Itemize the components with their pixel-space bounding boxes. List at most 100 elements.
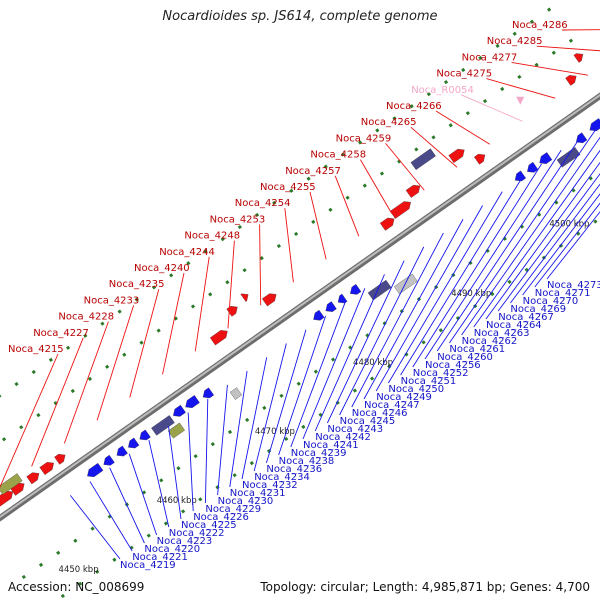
scale-label: 4460 kbp bbox=[157, 496, 197, 506]
gene-label-noca_4258: Noca_4258 bbox=[310, 150, 366, 161]
reverse-gene-arrow bbox=[116, 445, 128, 457]
label-leader bbox=[162, 272, 185, 375]
gene-label-noca_4266: Noca_4266 bbox=[386, 101, 442, 112]
tick-dot bbox=[208, 292, 213, 297]
label-leader bbox=[284, 208, 294, 283]
gene-block bbox=[556, 147, 581, 168]
gene-label-noca_4251: Noca_4251 bbox=[401, 376, 457, 387]
tick-dot bbox=[414, 147, 419, 152]
rna-marker bbox=[516, 96, 525, 105]
label-leader bbox=[436, 136, 582, 352]
label-leader bbox=[63, 321, 109, 444]
tick-dot bbox=[485, 248, 490, 253]
label-leader bbox=[388, 191, 503, 384]
gene-label-noca_4245: Noca_4245 bbox=[340, 416, 396, 427]
reverse-gene-arrow bbox=[313, 309, 325, 321]
label-leader bbox=[89, 481, 133, 552]
label-leader bbox=[485, 161, 600, 320]
tick-dot bbox=[345, 195, 350, 200]
label-leader bbox=[339, 246, 425, 416]
genome-summary-text: Topology: circular; Length: 4,985,871 bp… bbox=[260, 580, 590, 594]
tick-dot bbox=[31, 369, 36, 375]
tick-dot bbox=[311, 219, 316, 224]
gene-label-noca_4232: Noca_4232 bbox=[242, 480, 298, 491]
tick-dot bbox=[362, 183, 367, 188]
gene-label-noca_4267: Noca_4267 bbox=[498, 312, 554, 323]
forward-gene-arrow bbox=[389, 201, 411, 219]
tick-dot bbox=[495, 43, 500, 48]
gene-label-noca_4257: Noca_4257 bbox=[285, 166, 341, 177]
gene-label-noca_4260: Noca_4260 bbox=[437, 352, 493, 363]
gene-label-noca_4230: Noca_4230 bbox=[218, 496, 274, 507]
gene-block bbox=[367, 279, 392, 301]
map-title: Nocardioides sp. JS614, complete genome bbox=[162, 9, 438, 24]
gene-label-noca_4259: Noca_4259 bbox=[336, 133, 392, 144]
gene-label-noca_4225: Noca_4225 bbox=[181, 520, 237, 531]
tick-dot bbox=[156, 328, 161, 333]
forward-gene-arrow bbox=[54, 454, 66, 465]
tick-dot bbox=[461, 67, 466, 73]
reverse-gene-arrow bbox=[185, 395, 200, 409]
tick-dot bbox=[507, 279, 512, 285]
scale-label: 4470 kbp bbox=[255, 427, 295, 437]
tick-dot bbox=[215, 485, 220, 490]
tick-dot bbox=[478, 55, 483, 61]
forward-gene-arrow bbox=[209, 330, 228, 346]
label-leader bbox=[109, 467, 145, 544]
gene-label-noca_4240: Noca_4240 bbox=[134, 263, 190, 274]
gene-label-noca_4254: Noca_4254 bbox=[235, 198, 291, 209]
tick-dot bbox=[122, 352, 127, 357]
tick-dot bbox=[66, 345, 71, 350]
gene-label-noca_4263: Noca_4263 bbox=[474, 328, 530, 339]
gene-block bbox=[410, 148, 436, 171]
tick-dot bbox=[14, 381, 19, 387]
tick-dot bbox=[146, 533, 151, 538]
tick-dot bbox=[431, 135, 436, 140]
forward-gene-arrow bbox=[240, 293, 249, 302]
tick-dot bbox=[352, 388, 358, 393]
tick-dot bbox=[242, 268, 247, 273]
tick-dot bbox=[254, 212, 260, 218]
tick-dot bbox=[330, 357, 336, 362]
label-leader bbox=[129, 289, 160, 398]
tick-dot bbox=[438, 328, 443, 333]
tick-dot bbox=[426, 92, 431, 97]
gene-label-noca_4238: Noca_4238 bbox=[279, 456, 335, 467]
gene-label-noca_4242: Noca_4242 bbox=[315, 432, 371, 443]
tick-dot bbox=[301, 424, 306, 429]
tick-dot bbox=[284, 436, 289, 442]
forward-gene-arrow bbox=[26, 472, 40, 485]
gene-label-noca_4250: Noca_4250 bbox=[388, 384, 444, 395]
gene-label-noca_4239: Noca_4239 bbox=[291, 448, 347, 459]
reverse-gene-arrow bbox=[539, 152, 553, 164]
gene-features-layer bbox=[0, 53, 600, 509]
forward-gene-arrow bbox=[573, 53, 584, 63]
gene-label-noca_4252: Noca_4252 bbox=[413, 368, 469, 379]
label-leader bbox=[449, 122, 600, 344]
tick-dot bbox=[340, 152, 346, 157]
tick-dot bbox=[77, 581, 83, 586]
gene-label-noca_4261: Noca_4261 bbox=[449, 344, 505, 355]
gene-label-noca_4246: Noca_4246 bbox=[352, 408, 408, 419]
tick-dot bbox=[387, 364, 392, 369]
tick-dot bbox=[448, 123, 453, 128]
tick-dot bbox=[0, 394, 2, 399]
tick-dot bbox=[60, 593, 65, 599]
reverse-gene-arrow bbox=[202, 387, 215, 399]
gene-label-noca_4228: Noca_4228 bbox=[58, 312, 114, 323]
tick-dot bbox=[534, 62, 539, 67]
tick-dot bbox=[375, 128, 380, 133]
scale-label: 4480 kbp bbox=[353, 358, 393, 368]
tick-dot bbox=[392, 116, 397, 121]
tick-dot bbox=[289, 188, 294, 193]
tick-dot bbox=[306, 176, 311, 181]
backbone-highlight bbox=[0, 93, 600, 519]
forward-gene-arrow bbox=[405, 184, 421, 198]
tick-dot bbox=[227, 429, 233, 435]
gene-label-noca_4255: Noca_4255 bbox=[260, 182, 316, 193]
gene-label-noca_4220: Noca_4220 bbox=[144, 544, 200, 555]
reverse-gene-arrow bbox=[139, 429, 151, 441]
label-leader bbox=[194, 256, 210, 352]
gene-label-noca_4248: Noca_4248 bbox=[184, 231, 240, 242]
